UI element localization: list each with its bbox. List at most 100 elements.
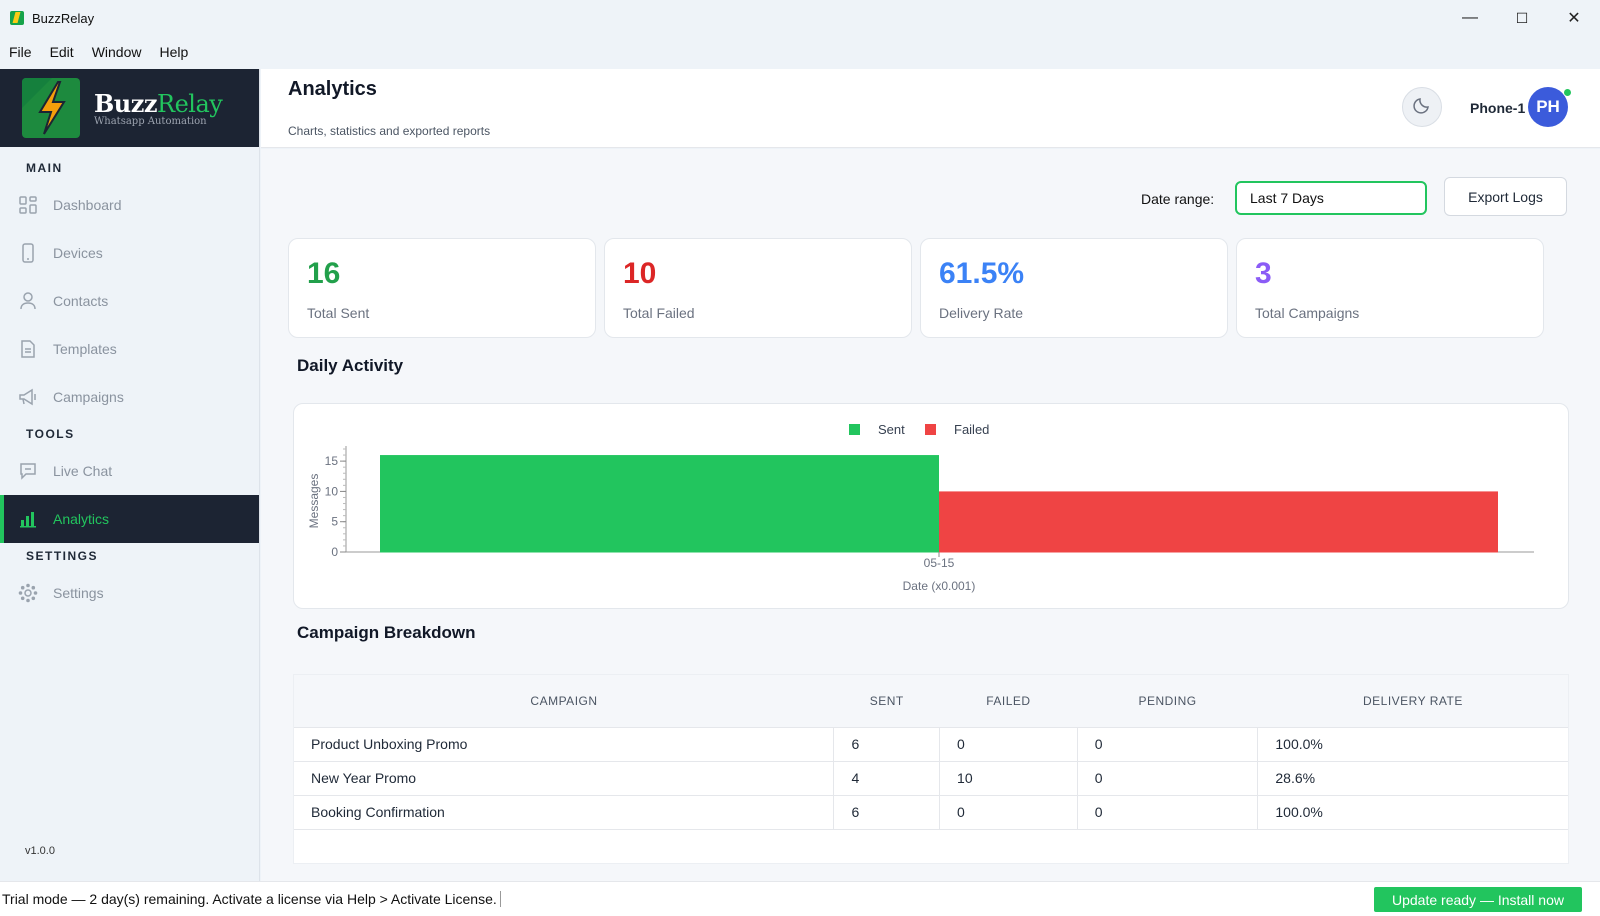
sidebar-item-label: Contacts — [53, 293, 109, 309]
chart-svg: Sent Failed 0 5 10 15 Messages 05-15 Date (x0.00… — [307, 422, 1534, 593]
cell-sent: 6 — [833, 795, 941, 830]
cell-sent: 4 — [833, 761, 941, 796]
status-bar: Trial mode — 2 day(s) remaining. Activat… — [0, 881, 1600, 916]
megaphone-icon — [18, 387, 38, 407]
trial-status-text: Trial mode — 2 day(s) remaining. Activat… — [2, 891, 501, 907]
brand-tagline: Whatsapp Automation — [94, 116, 207, 127]
app-version: v1.0.0 — [25, 845, 55, 857]
stat-card-total-failed: 10 Total Failed — [604, 238, 912, 338]
column-header-failed[interactable]: FAILED — [939, 675, 1078, 728]
table-row[interactable]: New Year Promo 4 10 0 28.6% — [294, 761, 1568, 796]
stat-label: Delivery Rate — [939, 305, 1024, 321]
lightning-bolt-icon — [22, 78, 80, 138]
menu-file[interactable]: File — [9, 44, 32, 60]
date-range-select[interactable]: Last 7 Days — [1235, 181, 1427, 215]
menu-help[interactable]: Help — [159, 44, 189, 60]
sidebar-item-campaigns[interactable]: Campaigns — [0, 373, 259, 421]
stat-label: Total Sent — [307, 305, 370, 321]
cell-campaign: Product Unboxing Promo — [294, 727, 835, 762]
legend-swatch-sent — [849, 424, 860, 435]
sidebar-item-label: Templates — [53, 341, 117, 357]
close-button[interactable]: ✕ — [1567, 10, 1581, 27]
sidebar-item-label: Analytics — [53, 511, 110, 527]
y-tick-label: 10 — [325, 484, 339, 498]
device-name[interactable]: Phone-1 — [1470, 100, 1526, 116]
column-header-campaign[interactable]: CAMPAIGN — [294, 675, 834, 728]
sidebar-item-settings[interactable]: Settings — [0, 569, 259, 617]
nav-section-main: MAIN — [26, 161, 63, 175]
theme-toggle-button[interactable] — [1402, 87, 1442, 127]
legend-label-sent: Sent — [878, 422, 905, 437]
title-bar: BuzzRelay — ☐ ✕ — [0, 0, 1600, 36]
bar-sent-05-15 — [380, 455, 939, 553]
stat-label: Total Failed — [623, 305, 695, 321]
campaign-breakdown-title: Campaign Breakdown — [297, 623, 476, 642]
stat-value: 10 — [623, 257, 657, 290]
sidebar-item-label: Live Chat — [53, 463, 113, 479]
page-subtitle: Charts, statistics and exported reports — [288, 124, 491, 138]
menu-edit[interactable]: Edit — [49, 44, 74, 60]
sidebar-item-dashboard[interactable]: Dashboard — [0, 181, 259, 229]
gear-icon — [18, 583, 38, 603]
campaign-breakdown-table: CAMPAIGN SENT FAILED PENDING DELIVERY RA… — [293, 674, 1569, 864]
online-status-dot — [1563, 88, 1572, 97]
export-logs-button[interactable]: Export Logs — [1444, 177, 1567, 216]
page-header: Analytics Charts, statistics and exporte… — [261, 69, 1600, 148]
cell-pending: 0 — [1077, 761, 1259, 796]
cell-failed: 0 — [939, 727, 1078, 762]
x-axis-label: Date (x0.001) — [903, 579, 976, 593]
stat-value: 61.5% — [939, 257, 1025, 290]
maximize-button[interactable]: ☐ — [1515, 9, 1529, 26]
page-title: Analytics — [288, 78, 377, 100]
legend-swatch-failed — [925, 424, 936, 435]
cell-campaign: New Year Promo — [294, 761, 835, 796]
date-range-label: Date range: — [1141, 191, 1215, 207]
brand[interactable]: BuzzRelay Whatsapp Automation — [0, 69, 259, 147]
grid-icon — [18, 195, 38, 215]
y-axis-label: Messages — [307, 474, 321, 529]
document-icon — [18, 339, 38, 359]
user-icon — [18, 291, 38, 311]
table-row[interactable]: Product Unboxing Promo 6 0 0 100.0% — [294, 727, 1568, 762]
sidebar-item-label: Campaigns — [53, 389, 124, 405]
stat-label: Total Campaigns — [1255, 305, 1360, 321]
column-header-sent[interactable]: SENT — [833, 675, 940, 728]
nav-section-tools: TOOLS — [26, 427, 75, 441]
minimize-button[interactable]: — — [1462, 9, 1478, 26]
sidebar-item-contacts[interactable]: Contacts — [0, 277, 259, 325]
sidebar-item-live-chat[interactable]: Live Chat — [0, 447, 259, 495]
table-row[interactable]: Booking Confirmation 6 0 0 100.0% — [294, 795, 1568, 830]
column-header-pending[interactable]: PENDING — [1077, 675, 1258, 728]
stat-card-total-sent: 16 Total Sent — [288, 238, 596, 338]
cell-delivery-rate: 28.6% — [1257, 761, 1568, 796]
cell-failed: 10 — [939, 761, 1078, 796]
stat-card-total-campaigns: 3 Total Campaigns — [1236, 238, 1544, 338]
window-title: BuzzRelay — [32, 10, 95, 26]
cell-pending: 0 — [1077, 727, 1259, 762]
cell-failed: 0 — [939, 795, 1078, 830]
column-header-delivery-rate[interactable]: DELIVERY RATE — [1257, 675, 1568, 728]
update-install-button[interactable]: Update ready — Install now — [1374, 887, 1582, 912]
sidebar-item-templates[interactable]: Templates — [0, 325, 259, 373]
sidebar: BuzzRelay Whatsapp Automation MAIN Dashb… — [0, 69, 260, 881]
y-tick-label: 15 — [325, 454, 339, 468]
y-tick-label: 5 — [331, 515, 338, 529]
menu-window[interactable]: Window — [91, 44, 142, 60]
stat-card-delivery-rate: 61.5% Delivery Rate — [920, 238, 1228, 338]
sidebar-item-analytics[interactable]: Analytics — [0, 495, 259, 543]
stat-value: 16 — [307, 257, 341, 290]
avatar[interactable]: PH — [1528, 87, 1568, 127]
daily-activity-title: Daily Activity — [297, 356, 404, 375]
cell-pending: 0 — [1077, 795, 1259, 830]
phone-icon — [18, 243, 38, 263]
chat-icon — [18, 461, 38, 481]
main-content: Date range: Last 7 Days Export Logs 16 T… — [261, 149, 1600, 881]
sidebar-item-label: Settings — [53, 585, 104, 601]
sidebar-item-label: Dashboard — [53, 197, 122, 213]
app-icon — [10, 11, 24, 25]
daily-activity-chart: Sent Failed 0 5 10 15 Messages 05-15 Date (x0.00… — [293, 403, 1569, 609]
sidebar-item-devices[interactable]: Devices — [0, 229, 259, 277]
bar-chart-icon — [18, 509, 38, 529]
legend-label-failed: Failed — [954, 422, 989, 437]
cell-delivery-rate: 100.0% — [1257, 795, 1568, 830]
